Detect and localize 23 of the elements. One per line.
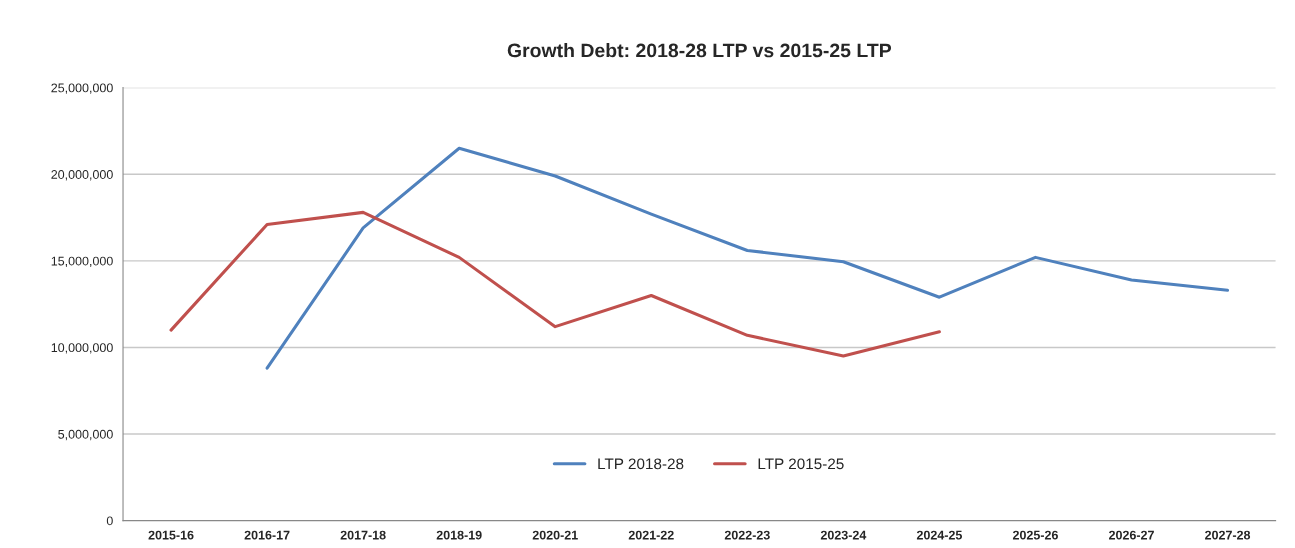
x-tick-label: 2023-24: [820, 530, 867, 540]
y-tick-label: 25,000,000: [51, 83, 113, 94]
y-tick-label: 10,000,000: [51, 343, 113, 354]
y-tick-label: 5,000,000: [58, 429, 113, 441]
x-tick-label: 2015-16: [148, 530, 194, 540]
x-tick-label: 2021-22: [628, 530, 674, 540]
x-tick-label: 2017-18: [340, 530, 386, 540]
line-series: [169, 210, 941, 358]
x-tick-label: 2020-21: [532, 530, 578, 540]
chart-title: Growth Debt: 2018-28 LTP vs 2015-25 LTP: [507, 43, 892, 58]
x-tick-label: 2026-27: [1109, 530, 1154, 540]
x-tick-label: 2018-19: [436, 530, 482, 540]
y-tick-label: 15,000,000: [51, 256, 113, 267]
x-tick-label: 2025-26: [1012, 530, 1058, 540]
legend-label: LTP 2015-25: [758, 458, 844, 470]
x-tick-label: 2027-28: [1205, 530, 1251, 540]
line-series: [265, 146, 1230, 370]
x-tick-label: 2022-23: [724, 530, 770, 540]
y-tick-label: 0: [106, 516, 113, 526]
x-tick-label: 2016-17: [244, 530, 290, 540]
x-tick-label: 2024-25: [916, 530, 963, 540]
y-tick-label: 20,000,000: [51, 170, 113, 181]
legend-label: LTP 2018-28: [598, 458, 684, 470]
